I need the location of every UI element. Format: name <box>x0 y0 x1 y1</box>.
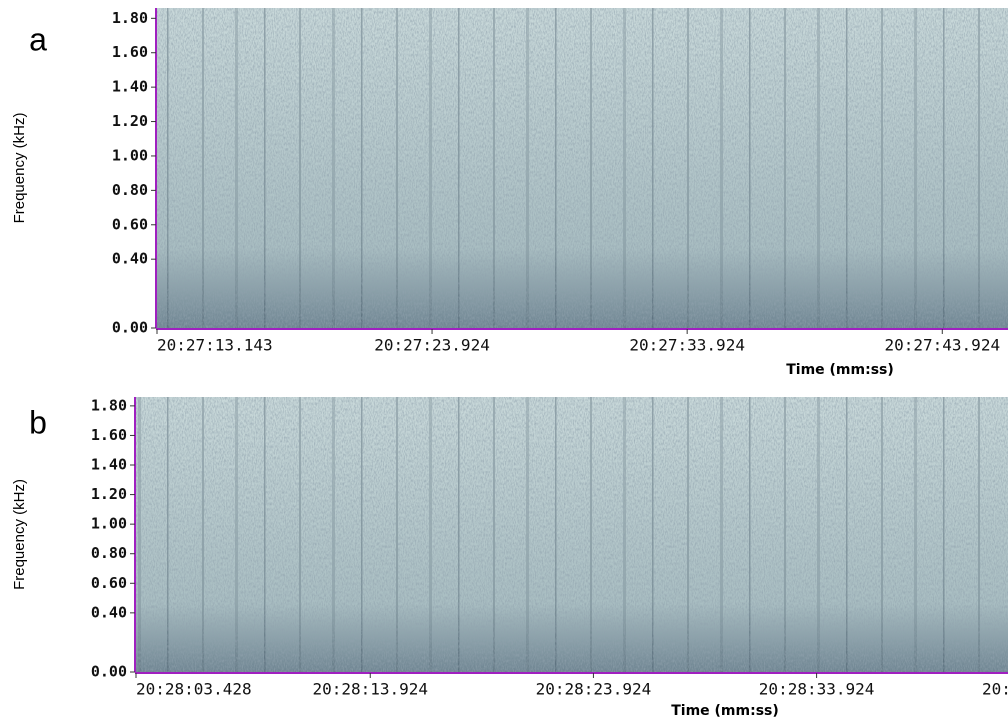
panel: 0.00 0.40 0.60 0.80 1.00 1.20 1.40 1.60 1.80 20:2… <box>11 396 1008 719</box>
x-tick-label: 20:28:03.428 <box>136 680 252 699</box>
x-axis-title: Time (mm:ss) <box>671 703 779 719</box>
panel-label: b <box>29 404 47 440</box>
y-tick-label: 1.40 <box>91 456 127 474</box>
y-tick-label: 1.80 <box>112 9 148 27</box>
x-tick-label: 20:28:23.924 <box>536 680 652 699</box>
x-tick-label: 20:28:43.924 <box>982 680 1008 699</box>
x-tick-label: 20:27:13.143 <box>157 336 273 355</box>
y-tick-label: 1.20 <box>112 112 148 130</box>
y-tick-label: 0.40 <box>112 250 148 268</box>
y-tick-label: 1.60 <box>91 426 127 444</box>
panel-label: a <box>29 21 47 57</box>
x-axis-title: Time (mm:ss) <box>786 362 894 378</box>
y-tick-label: 1.40 <box>112 78 148 96</box>
y-tick-label: 0.80 <box>91 544 127 562</box>
y-axis-title: Frequency (kHz) <box>11 113 28 224</box>
spectrogram-noise <box>136 397 1008 672</box>
y-tick-label: 1.80 <box>91 396 127 414</box>
y-tick-label: 0.40 <box>91 603 127 621</box>
y-tick-label: 0.00 <box>91 663 127 681</box>
panel: 0.00 0.40 0.60 0.80 1.00 1.20 1.40 1.60 1.80 20:2… <box>11 8 1008 378</box>
spectrogram-noise <box>157 8 1008 328</box>
y-tick-label: 0.60 <box>91 574 127 592</box>
x-tick-label: 20:27:33.924 <box>629 336 745 355</box>
y-tick-label: 1.60 <box>112 43 148 61</box>
y-tick-label: 0.00 <box>112 319 148 337</box>
y-tick-label: 0.80 <box>112 181 148 199</box>
y-tick-label: 1.20 <box>91 485 127 503</box>
y-axis-title: Frequency (kHz) <box>11 479 28 590</box>
y-tick-label: 0.60 <box>112 215 148 233</box>
x-tick-label: 20:27:23.924 <box>374 336 490 355</box>
x-tick-label: 20:28:33.924 <box>759 680 875 699</box>
x-tick-label: 20:28:13.924 <box>312 680 428 699</box>
x-tick-label: 20:27:43.924 <box>884 336 1000 355</box>
y-tick-label: 1.00 <box>91 515 127 533</box>
y-tick-label: 1.00 <box>112 146 148 164</box>
